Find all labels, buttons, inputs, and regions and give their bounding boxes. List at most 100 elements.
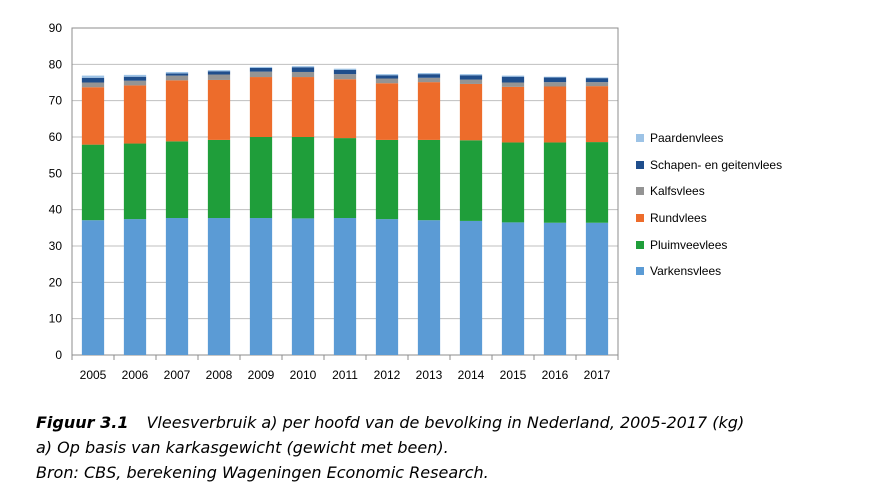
bar-segment-varkensvlees-2007 <box>165 218 189 355</box>
stacked-bar-chart: 0 10 20 30 40 50 60 70 80 90 2005 2006 2007 2008 2009 2… <box>49 21 619 382</box>
bar-segment-rundvlees-2006 <box>123 85 147 144</box>
bar-segment-varkensvlees-2010 <box>291 218 315 355</box>
bar-segment-schapen-en-geitenvlees-2014 <box>459 75 483 80</box>
bar-segment-kalfsvlees-2014 <box>459 79 483 84</box>
bar-segment-varkensvlees-2014 <box>459 220 483 355</box>
legend-swatch-paardenvlees <box>636 134 644 143</box>
bar-segment-pluimveevlees-2016 <box>543 142 567 223</box>
legend-swatch-kalfsvlees <box>636 187 644 196</box>
y-tick-label-70: 70 <box>49 94 63 108</box>
x-tick-label-2005: 2005 <box>80 368 107 382</box>
bar-segment-kalfsvlees-2011 <box>333 74 357 80</box>
bar-segment-kalfsvlees-2013 <box>417 77 441 83</box>
bar-segment-pluimveevlees-2011 <box>333 138 357 219</box>
bar-segment-schapen-en-geitenvlees-2007 <box>165 73 189 76</box>
bar-segment-paardenvlees-2013 <box>417 73 441 75</box>
bar-segment-schapen-en-geitenvlees-2015 <box>501 76 525 83</box>
bar-segment-varkensvlees-2009 <box>249 218 273 355</box>
bar-segment-kalfsvlees-2008 <box>207 74 231 80</box>
bar-segment-rundvlees-2011 <box>333 79 357 139</box>
bar-segment-pluimveevlees-2007 <box>165 141 189 219</box>
bar-segment-paardenvlees-2009 <box>249 66 273 68</box>
bar-segment-rundvlees-2014 <box>459 83 483 141</box>
bar-segment-paardenvlees-2011 <box>333 68 357 70</box>
bar-segment-pluimveevlees-2015 <box>501 142 525 223</box>
bar-segment-pluimveevlees-2012 <box>375 139 399 220</box>
bar-segment-schapen-en-geitenvlees-2013 <box>417 74 441 78</box>
bar-segment-rundvlees-2015 <box>501 86 525 143</box>
x-tick-label-2008: 2008 <box>206 368 233 382</box>
bar-segment-pluimveevlees-2009 <box>249 137 273 219</box>
legend-swatch-pluimveevlees <box>636 240 644 249</box>
legend-label-kalfsvlees: Kalfsvlees <box>650 184 705 199</box>
bar-segment-pluimveevlees-2017 <box>585 142 609 223</box>
y-tick-label-30: 30 <box>49 239 63 253</box>
legend-label-schapen-geitenvlees: Schapen- en geitenvlees <box>650 157 783 172</box>
bar-segment-varkensvlees-2016 <box>543 222 567 355</box>
legend-swatch-rundvlees <box>636 214 644 223</box>
bar-segment-rundvlees-2005 <box>81 87 105 145</box>
bar-segment-varkensvlees-2011 <box>333 218 357 355</box>
bar-segment-varkensvlees-2008 <box>207 218 231 355</box>
x-tick-label-2014: 2014 <box>458 368 485 382</box>
bar-segment-paardenvlees-2005 <box>81 75 105 78</box>
legend-swatch-varkensvlees <box>636 267 644 276</box>
bar-segment-varkensvlees-2013 <box>417 220 441 355</box>
x-tick-label-2016: 2016 <box>542 368 569 382</box>
x-tick-label-2009: 2009 <box>248 368 275 382</box>
legend-item-paardenvlees: Paardenvlees <box>636 125 876 152</box>
caption-note: a) Op basis van karkasgewicht (gewicht m… <box>36 438 449 457</box>
bar-segment-paardenvlees-2017 <box>585 77 609 79</box>
caption-title-line: Figuur 3.1 Vleesverbruik a) per hoofd van… <box>36 410 876 435</box>
x-tick-label-2010: 2010 <box>290 368 317 382</box>
x-tick-label-2011: 2011 <box>332 368 358 382</box>
legend-label-pluimveevlees: Pluimveevlees <box>650 237 728 252</box>
bar-segment-kalfsvlees-2016 <box>543 82 567 87</box>
bar-segment-schapen-en-geitenvlees-2010 <box>291 67 315 72</box>
y-tick-label-40: 40 <box>49 203 63 217</box>
bar-segment-pluimveevlees-2014 <box>459 140 483 221</box>
legend-label-varkensvlees: Varkensvlees <box>650 264 722 279</box>
bar-segment-rundvlees-2010 <box>291 77 315 137</box>
bar-segment-rundvlees-2009 <box>249 77 273 137</box>
bar-segment-paardenvlees-2016 <box>543 76 567 78</box>
bar-segment-schapen-en-geitenvlees-2008 <box>207 71 231 75</box>
bar-segment-paardenvlees-2012 <box>375 74 399 76</box>
legend-label-rundvlees: Rundvlees <box>650 211 707 226</box>
figure-caption: Figuur 3.1 Vleesverbruik a) per hoofd van… <box>36 410 876 485</box>
bar-segment-varkensvlees-2015 <box>501 222 525 355</box>
bar-segment-kalfsvlees-2006 <box>123 80 147 86</box>
y-tick-label-0: 0 <box>55 348 62 362</box>
legend-item-schapen-geitenvlees: Schapen- en geitenvlees <box>636 152 876 179</box>
bar-segment-pluimveevlees-2010 <box>291 137 315 219</box>
bar-segment-pluimveevlees-2013 <box>417 139 441 221</box>
legend-item-rundvlees: Rundvlees <box>636 205 876 232</box>
bar-segment-paardenvlees-2006 <box>123 74 147 77</box>
y-tick-label-20: 20 <box>49 275 63 289</box>
x-tick-label-2006: 2006 <box>122 368 149 382</box>
bar-segment-schapen-en-geitenvlees-2016 <box>543 77 567 83</box>
bar-segment-rundvlees-2007 <box>165 80 189 142</box>
legend-swatch-schapen-geitenvlees <box>636 160 644 169</box>
y-tick-label-60: 60 <box>49 130 63 144</box>
bar-segment-schapen-en-geitenvlees-2009 <box>249 67 273 72</box>
x-tick-label-2007: 2007 <box>164 368 191 382</box>
bar-segment-paardenvlees-2007 <box>165 71 189 74</box>
caption-source: Bron: CBS, berekening Wageningen Economi… <box>36 463 489 482</box>
bar-segment-schapen-en-geitenvlees-2012 <box>375 75 399 79</box>
x-tick-label-2013: 2013 <box>416 368 443 382</box>
legend-label-paardenvlees: Paardenvlees <box>650 131 724 146</box>
legend-item-pluimveevlees: Pluimveevlees <box>636 231 876 258</box>
x-tick-label-2017: 2017 <box>584 368 611 382</box>
bar-segment-schapen-en-geitenvlees-2006 <box>123 76 147 81</box>
bar-segment-rundvlees-2008 <box>207 79 231 140</box>
bar-segment-kalfsvlees-2015 <box>501 82 525 87</box>
bar-segment-paardenvlees-2010 <box>291 66 315 68</box>
bar-segment-kalfsvlees-2010 <box>291 71 315 78</box>
chart-area: 0 10 20 30 40 50 60 70 80 90 2005 2006 2007 2008 2009 2… <box>49 21 619 382</box>
bar-segment-varkensvlees-2006 <box>123 219 147 355</box>
bar-segment-rundvlees-2017 <box>585 86 609 143</box>
bar-segment-paardenvlees-2014 <box>459 74 483 76</box>
bar-segment-rundvlees-2013 <box>417 82 441 140</box>
bar-segment-paardenvlees-2008 <box>207 70 231 72</box>
